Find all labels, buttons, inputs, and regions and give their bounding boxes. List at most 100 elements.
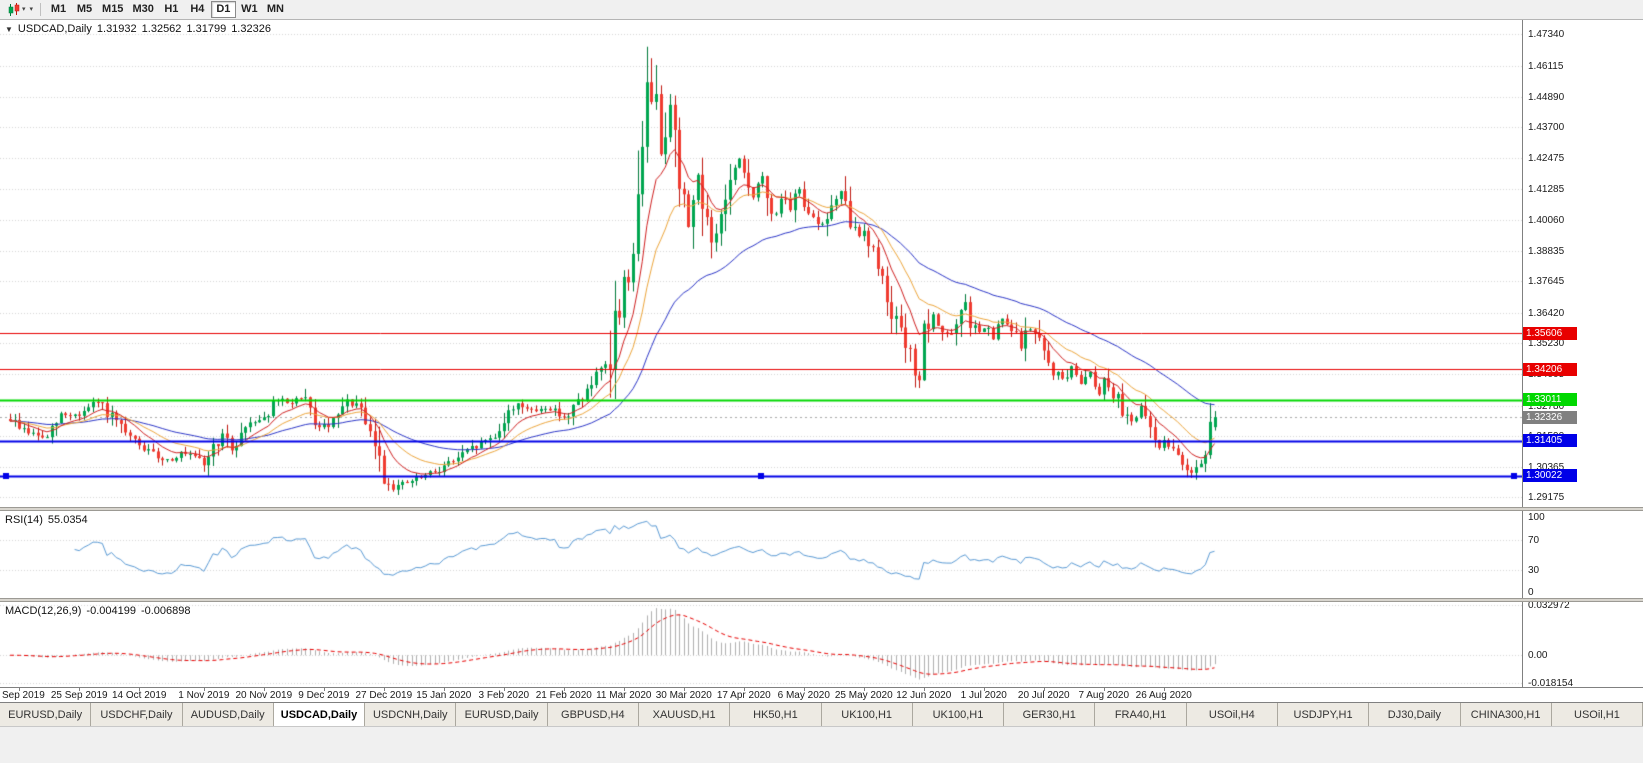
date-label: 17 Apr 2020 <box>716 690 771 701</box>
price-level-badge: 1.33011 <box>1523 393 1577 407</box>
chart-tab-bar: EURUSD,Daily USDCHF,Daily AUDUSD,Daily USDC… <box>0 702 1643 726</box>
chart-tab-usoil-h1[interactable]: USOil,H1 <box>1551 703 1643 726</box>
chart-tab-usdcnh-daily[interactable]: USDCNH,Daily <box>365 703 457 726</box>
price-level-badge: 1.34206 <box>1523 362 1577 376</box>
macd-main-value: -0.004199 <box>86 605 136 617</box>
timeframe-button-w1[interactable]: W1 <box>241 3 258 15</box>
time-axis-tick <box>444 688 445 691</box>
one-click-expand-icon[interactable]: ▼ <box>5 25 13 34</box>
time-axis-tick <box>504 688 505 691</box>
rsi-tick-label: 30 <box>1528 564 1540 576</box>
time-axis-tick <box>79 688 80 691</box>
chart-tab-gbpusd-h4[interactable]: GBPUSD,H4 <box>547 703 639 726</box>
time-axis-tick <box>984 688 985 691</box>
macd-signal-value: -0.006898 <box>140 605 191 617</box>
date-label: 7 Aug 2020 <box>1078 690 1130 701</box>
chart-tab-china300-h1[interactable]: CHINA300,H1 <box>1460 703 1552 726</box>
chart-tab-dj30-daily[interactable]: DJ30,Daily <box>1369 703 1461 726</box>
price-tick-label: 1.40060 <box>1528 214 1565 226</box>
time-axis-tick <box>324 688 325 691</box>
date-label: 20 Jul 2020 <box>1017 690 1070 701</box>
chart-type-selector[interactable]: ▾ <box>4 1 28 19</box>
price-tick-label: 1.30365 <box>1528 462 1565 474</box>
panel-splitter[interactable] <box>0 507 1643 511</box>
price-level-badge: 1.30022 <box>1523 469 1577 483</box>
chart-tab-usdjpy-h1[interactable]: USDJPY,H1 <box>1277 703 1370 726</box>
macd-canvas[interactable] <box>0 602 1522 687</box>
time-axis-tick <box>624 688 625 691</box>
price-tick-label: 1.37645 <box>1528 276 1565 288</box>
date-label: 20 Nov 2019 <box>235 690 293 701</box>
timeframe-button-mn[interactable]: MN <box>266 3 284 15</box>
date-label: 25 Sep 2019 <box>50 690 108 701</box>
date-label: 9 Dec 2019 <box>298 690 350 701</box>
chart-type-caret-icon: ▾ <box>22 5 26 13</box>
chart-window: ▼ USDCAD,Daily 1.31932 1.32562 1.31799 1.3232… <box>0 20 1643 702</box>
timeframe-button-m1[interactable]: M1 <box>50 3 67 15</box>
chart-symbol-period: USDCAD,Daily <box>17 23 92 35</box>
chart-tab-usdcad-daily[interactable]: USDCAD,Daily <box>273 703 366 726</box>
main-chart-panel: ▼ USDCAD,Daily 1.31932 1.32562 1.31799 1.3232… <box>0 20 1522 507</box>
chart-tab-audusd-daily[interactable]: AUDUSD,Daily <box>182 703 274 726</box>
price-level-badge: 1.35606 <box>1523 326 1577 340</box>
price-tick-label: 1.46115 <box>1528 60 1564 72</box>
macd-panel: MACD(12,26,9) -0.004199 -0.006898 <box>0 602 1522 687</box>
price-tick-label: 1.41285 <box>1528 183 1565 195</box>
macd-tick-label: 0.032972 <box>1528 599 1570 611</box>
date-label: 11 Mar 2020 <box>596 690 652 701</box>
candlestick-chart-icon <box>8 2 20 16</box>
toolbar-dropdown[interactable]: ▾ <box>28 1 36 19</box>
date-label: 26 Aug 2020 <box>1135 690 1192 701</box>
chart-tab-ger30-h1[interactable]: GER30,H1 <box>1004 703 1096 726</box>
chart-tab-hk50-h1[interactable]: HK50,H1 <box>730 703 822 726</box>
date-label: 21 Feb 2020 <box>535 690 592 701</box>
time-axis-tick <box>684 688 685 691</box>
rsi-value: 55.0354 <box>47 514 88 526</box>
date-label: 6 Sep 2019 <box>0 690 45 701</box>
rsi-label: RSI(14) 55.0354 <box>5 514 93 526</box>
status-strip <box>0 726 1643 763</box>
date-label: 27 Dec 2019 <box>355 690 413 701</box>
chart-tab-fra40-h1[interactable]: FRA40,H1 <box>1095 703 1187 726</box>
timeframe-button-h1[interactable]: H1 <box>164 3 179 15</box>
panel-splitter[interactable] <box>0 598 1643 602</box>
price-axis[interactable]: 1.47340 1.46115 1.44890 1.43700 1.42475 1.412… <box>1522 20 1643 689</box>
chart-tab-uk100-h1[interactable]: UK100,H1 <box>912 703 1005 726</box>
macd-tick-label: 0.00 <box>1528 650 1548 662</box>
chart-tab-usdchf-daily[interactable]: USDCHF,Daily <box>91 703 183 726</box>
time-axis-tick <box>19 688 20 691</box>
chart-tab-eurusd-daily[interactable]: EURUSD,Daily <box>456 703 548 726</box>
date-label: 30 Mar 2020 <box>655 690 712 701</box>
date-label: 1 Nov 2019 <box>178 690 230 701</box>
price-tick-label: 1.42475 <box>1528 153 1565 165</box>
time-axis-tick <box>864 688 865 691</box>
rsi-canvas[interactable] <box>0 511 1522 598</box>
quote-close: 1.32326 <box>231 23 271 35</box>
price-tick-label: 1.47340 <box>1528 29 1565 41</box>
price-level-badge: 1.31405 <box>1523 434 1577 448</box>
price-tick-label: 1.29175 <box>1528 492 1565 504</box>
time-axis-tick <box>204 688 205 691</box>
quote-open: 1.31932 <box>96 23 137 35</box>
toolbar-separator <box>40 3 42 16</box>
main-chart-canvas[interactable] <box>0 20 1522 507</box>
rsi-tick-label: 70 <box>1528 534 1540 546</box>
price-tick-label: 1.36420 <box>1528 307 1565 319</box>
timeframe-button-h4[interactable]: H4 <box>190 3 205 15</box>
timeframe-button-group: M1 M5 M15 M30 H1 H4 D1 W1 MN <box>46 1 288 18</box>
chart-tab-usoil-h4[interactable]: USOil,H4 <box>1186 703 1278 726</box>
timeframe-button-m30[interactable]: M30 <box>132 3 154 15</box>
chart-tab-eurusd-daily[interactable]: EURUSD,Daily <box>0 703 92 726</box>
time-axis-tick <box>1044 688 1045 691</box>
toolbar: ▾ ▾ M1 M5 M15 M30 H1 H4 D1 W1 MN <box>0 0 1643 20</box>
date-label: 12 Jun 2020 <box>896 690 952 701</box>
chart-tab-xauusd-h1[interactable]: XAUUSD,H1 <box>638 703 731 726</box>
date-label: 6 May 2020 <box>777 690 830 701</box>
time-axis-tick <box>924 688 925 691</box>
timeframe-button-m5[interactable]: M5 <box>76 3 93 15</box>
macd-tick-label: -0.018154 <box>1528 677 1574 689</box>
chart-tab-uk100-h1[interactable]: UK100,H1 <box>821 703 913 726</box>
timeframe-button-m15[interactable]: M15 <box>102 3 124 15</box>
timeframe-button-d1[interactable]: D1 <box>210 1 236 18</box>
